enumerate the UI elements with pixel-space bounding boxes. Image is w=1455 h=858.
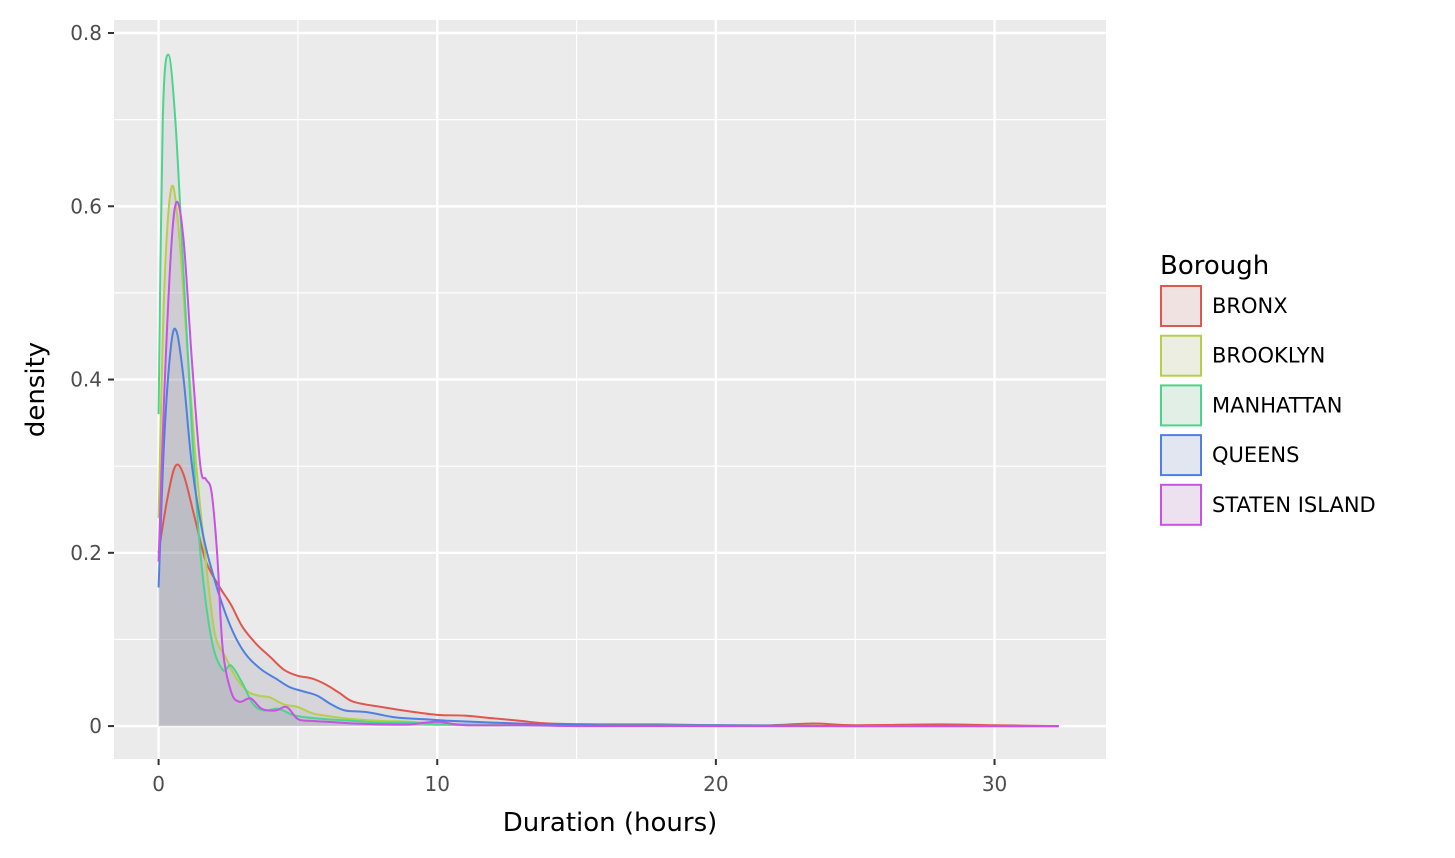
legend-label-staten-island: STATEN ISLAND: [1212, 493, 1376, 517]
density-area-queens: [158, 328, 1059, 727]
y-tick-label: 0.4: [70, 368, 102, 392]
plot-panel: [114, 20, 1106, 759]
x-axis-title: Duration (hours): [503, 808, 718, 838]
density-area-bronx: [158, 464, 1059, 727]
density-series: [157, 53, 1059, 728]
density-lines: [157, 53, 1059, 728]
legend-key-queens: [1161, 435, 1201, 476]
legend-item-bronx: BRONX: [1160, 285, 1288, 327]
y-tick-label: 0.2: [70, 541, 102, 565]
legend-swatch-bronx: [1160, 285, 1202, 327]
y-tick-label: 0: [89, 714, 102, 738]
legend-swatch-staten-island: [1160, 483, 1202, 526]
major-gridlines: [114, 20, 1106, 759]
legend: Borough BRONX BROOKLYN MANHATTAN QUEENS STAT…: [1160, 251, 1376, 526]
legend-label-bronx: BRONX: [1212, 294, 1288, 318]
density-fills: [158, 54, 1059, 727]
legend-swatch-manhattan: [1160, 384, 1202, 427]
legend-label-brooklyn: BROOKLYN: [1212, 344, 1325, 368]
y-tick-label: 0.8: [70, 21, 102, 45]
legend-label-queens: QUEENS: [1212, 443, 1299, 467]
density-line-staten-island: [157, 200, 1059, 728]
legend-items: BRONX BROOKLYN MANHATTAN QUEENS STATEN ISLAN…: [1160, 285, 1376, 526]
y-tick-label: 0.6: [70, 194, 102, 218]
x-tick-label: 10: [425, 772, 450, 796]
legend-swatch-brooklyn: [1160, 334, 1202, 377]
legend-item-staten-island: STATEN ISLAND: [1160, 483, 1376, 526]
legend-key-bronx: [1161, 286, 1201, 326]
minor-gridlines: [114, 20, 1106, 759]
legend-key-staten-island: [1161, 484, 1201, 525]
legend-key-brooklyn: [1161, 335, 1201, 376]
x-axis: 0 10 20 30: [152, 759, 1007, 796]
legend-item-manhattan: MANHATTAN: [1160, 384, 1342, 427]
legend-swatch-queens: [1160, 434, 1202, 477]
legend-title: Borough: [1160, 251, 1269, 281]
x-tick-label: 20: [703, 772, 728, 796]
legend-key-manhattan: [1161, 385, 1201, 426]
legend-item-brooklyn: BROOKLYN: [1160, 334, 1325, 377]
legend-item-queens: QUEENS: [1160, 434, 1299, 477]
y-axis: 0 0.2 0.4 0.6 0.8: [70, 21, 114, 738]
y-axis-title: density: [21, 342, 51, 437]
x-tick-label: 0: [152, 772, 165, 796]
x-tick-label: 30: [982, 772, 1007, 796]
legend-label-manhattan: MANHATTAN: [1212, 393, 1342, 417]
